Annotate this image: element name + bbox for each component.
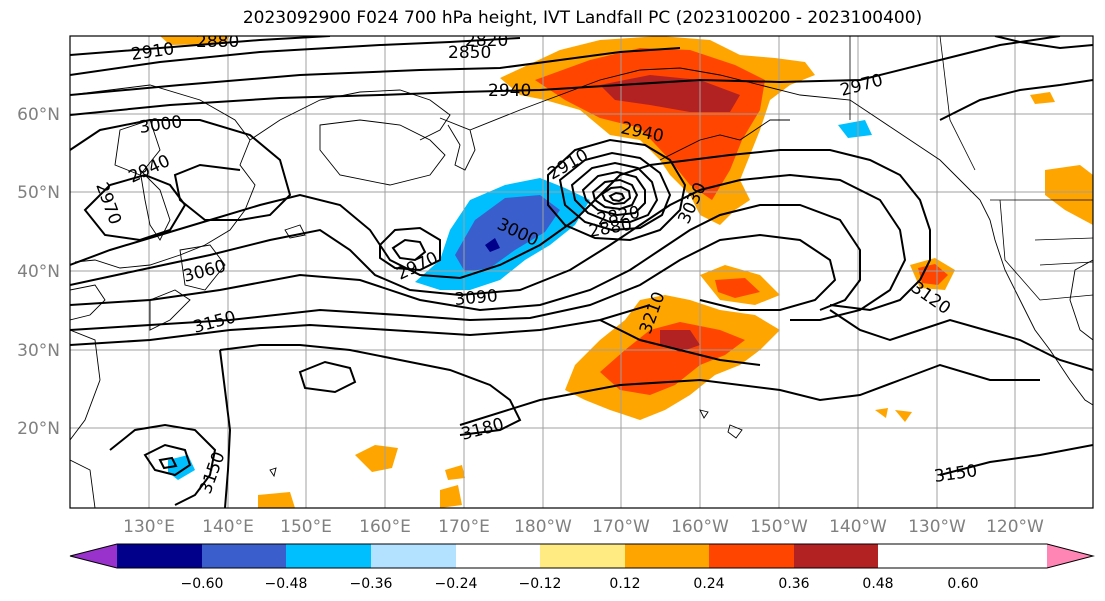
lat-label: 60°N	[17, 105, 60, 125]
colorbar-extend-low	[70, 544, 117, 568]
colorbar-tick: −0.36	[350, 576, 393, 592]
lat-label: 40°N	[17, 262, 60, 282]
lon-label: 160°W	[671, 517, 729, 537]
graticule	[70, 36, 1093, 508]
lon-label: 130°W	[908, 517, 966, 537]
colorbar-tick: −0.48	[265, 576, 308, 592]
colorbar-tick: −0.12	[519, 576, 562, 592]
colorbar-segment	[286, 544, 371, 568]
lon-label: 120°W	[986, 517, 1044, 537]
colorbar: −0.60 −0.48 −0.36 −0.24 −0.12 0.12 0.24 …	[69, 543, 1095, 592]
lon-label: 150°E	[280, 517, 332, 537]
colorbar-extend-high	[1047, 544, 1093, 568]
colorbar-segment	[456, 544, 540, 568]
colorbar-segment	[709, 544, 794, 568]
colorbar-segment	[371, 544, 456, 568]
colorbar-segment	[540, 544, 625, 568]
map-frame	[69, 35, 1094, 509]
colorbar-tick: 0.48	[862, 576, 893, 592]
longitude-labels: 130°E 140°E 150°E 160°E 170°E 180°W 170°…	[123, 517, 1044, 537]
height-contours	[70, 36, 1093, 508]
map-title: 2023092900 F024 700 hPa height, IVT Land…	[242, 8, 923, 28]
borders	[849, 36, 1093, 301]
latitude-labels: 60°N 50°N 40°N 30°N 20°N	[17, 105, 60, 439]
contour-label: 2850	[448, 43, 491, 63]
lon-label: 140°W	[829, 517, 887, 537]
lat-label: 50°N	[17, 183, 60, 203]
lon-label: 180°W	[514, 517, 572, 537]
colorbar-tick: 0.36	[778, 576, 809, 592]
contour-label: 2940	[488, 81, 531, 101]
colorbar-segment	[117, 544, 202, 568]
lon-label: 160°E	[359, 517, 411, 537]
lon-label: 170°W	[592, 517, 650, 537]
colorbar-outline	[69, 543, 1095, 569]
colorbar-tick: −0.60	[181, 576, 224, 592]
contour-label: 2880	[196, 32, 239, 52]
colorbar-tick: 0.12	[609, 576, 640, 592]
colorbar-segment	[794, 544, 878, 568]
colorbar-segment	[625, 544, 709, 568]
colorbar-segment	[202, 544, 286, 568]
lon-label: 140°E	[202, 517, 254, 537]
contour-label: 2820	[465, 31, 508, 51]
lon-label: 130°E	[123, 517, 175, 537]
colorbar-tick: 0.24	[693, 576, 724, 592]
lon-label: 150°W	[750, 517, 808, 537]
coastlines	[70, 67, 1093, 508]
colorbar-tick: −0.24	[435, 576, 478, 592]
lat-label: 30°N	[17, 341, 60, 361]
colorbar-tick: 0.60	[947, 576, 978, 592]
lon-label: 170°E	[438, 517, 490, 537]
contour-label: 3090	[454, 286, 499, 310]
lat-label: 20°N	[17, 419, 60, 439]
